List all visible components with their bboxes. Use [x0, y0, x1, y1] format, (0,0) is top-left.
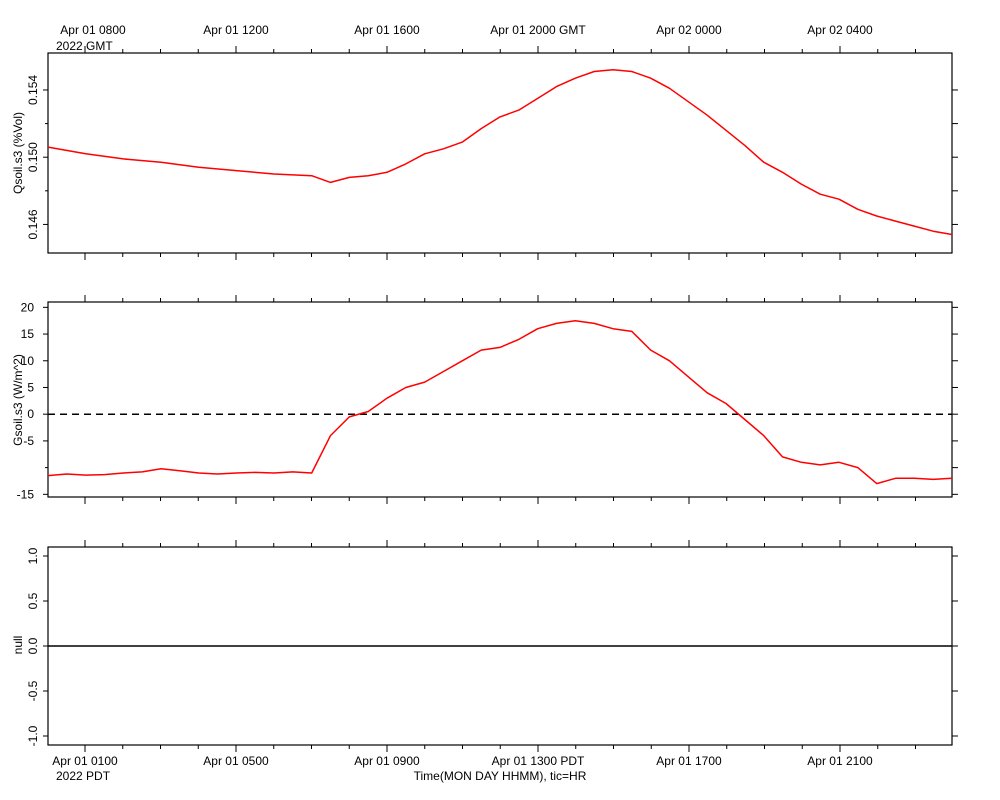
- top-axis-labels: Apr 01 0800 Apr 01 1200 Apr 01 1600 Apr 01 …: [60, 23, 873, 37]
- bottom-tick-label: Apr 01 2100: [807, 754, 873, 768]
- bottom-year-label: 2022 PDT: [56, 769, 111, 783]
- bottom-tick-label: Apr 01 1700: [656, 754, 722, 768]
- y-tick-label: 0.5: [26, 592, 40, 609]
- panel-qsoil: 0.146 0.150 0.154: [26, 46, 958, 260]
- x-axis-title: Time(MON DAY HHMM), tic=HR: [414, 769, 587, 783]
- y-tick-label: 0.154: [26, 75, 40, 105]
- y-tick-label: 0.150: [26, 142, 40, 172]
- series-line: [47, 319, 953, 485]
- top-tick-label: Apr 02 0400: [807, 23, 873, 37]
- panel-null: 1.0 0.5 0.0 -0.5 -1.0: [26, 540, 958, 752]
- y-tick-label: 0.146: [26, 209, 40, 239]
- y-tick-label: -0.5: [26, 680, 40, 701]
- ylabel-gsoil: Gsoil.s3 (W/m^2): [11, 354, 25, 446]
- bottom-tick-label: Apr 01 0100: [52, 754, 118, 768]
- y-tick-label: -5: [23, 434, 34, 448]
- bottom-tick-label: Apr 01 0900: [354, 754, 420, 768]
- y-tick-label: 1.0: [26, 547, 40, 564]
- top-tick-label: Apr 02 0000: [656, 23, 722, 37]
- top-tick-label: Apr 01 1200: [203, 23, 269, 37]
- y-tick-label: 0.0: [26, 637, 40, 654]
- top-tick-label: Apr 01 1600: [354, 23, 420, 37]
- top-tick-label: Apr 01 0800: [60, 23, 126, 37]
- plot-frame: [47, 301, 953, 498]
- bottom-tick-label: Apr 01 1300 PDT: [492, 754, 585, 768]
- ylabel-qsoil: Qsoil.s3 (%Vol): [11, 112, 25, 194]
- y-tick-label: 5: [27, 380, 34, 394]
- y-tick-label: 20: [21, 300, 35, 314]
- y-tick-label: -1.0: [26, 725, 40, 746]
- plot-frame: [47, 52, 953, 254]
- bottom-tick-label: Apr 01 0500: [203, 754, 269, 768]
- y-tick-label: 0: [27, 407, 34, 421]
- y-tick-label: -15: [17, 487, 35, 501]
- top-tick-label: Apr 01 2000 GMT: [490, 23, 586, 37]
- y-tick-label: 10: [21, 354, 35, 368]
- ylabel-null: null: [11, 636, 25, 655]
- y-tick-label: 15: [21, 327, 35, 341]
- bottom-axis-labels: Apr 01 0100 Apr 01 0500 Apr 01 0900 Apr 01 …: [52, 754, 873, 768]
- series-line: [47, 69, 953, 236]
- panel-gsoil: 20 15 10 5 0 -5 -15: [17, 295, 958, 504]
